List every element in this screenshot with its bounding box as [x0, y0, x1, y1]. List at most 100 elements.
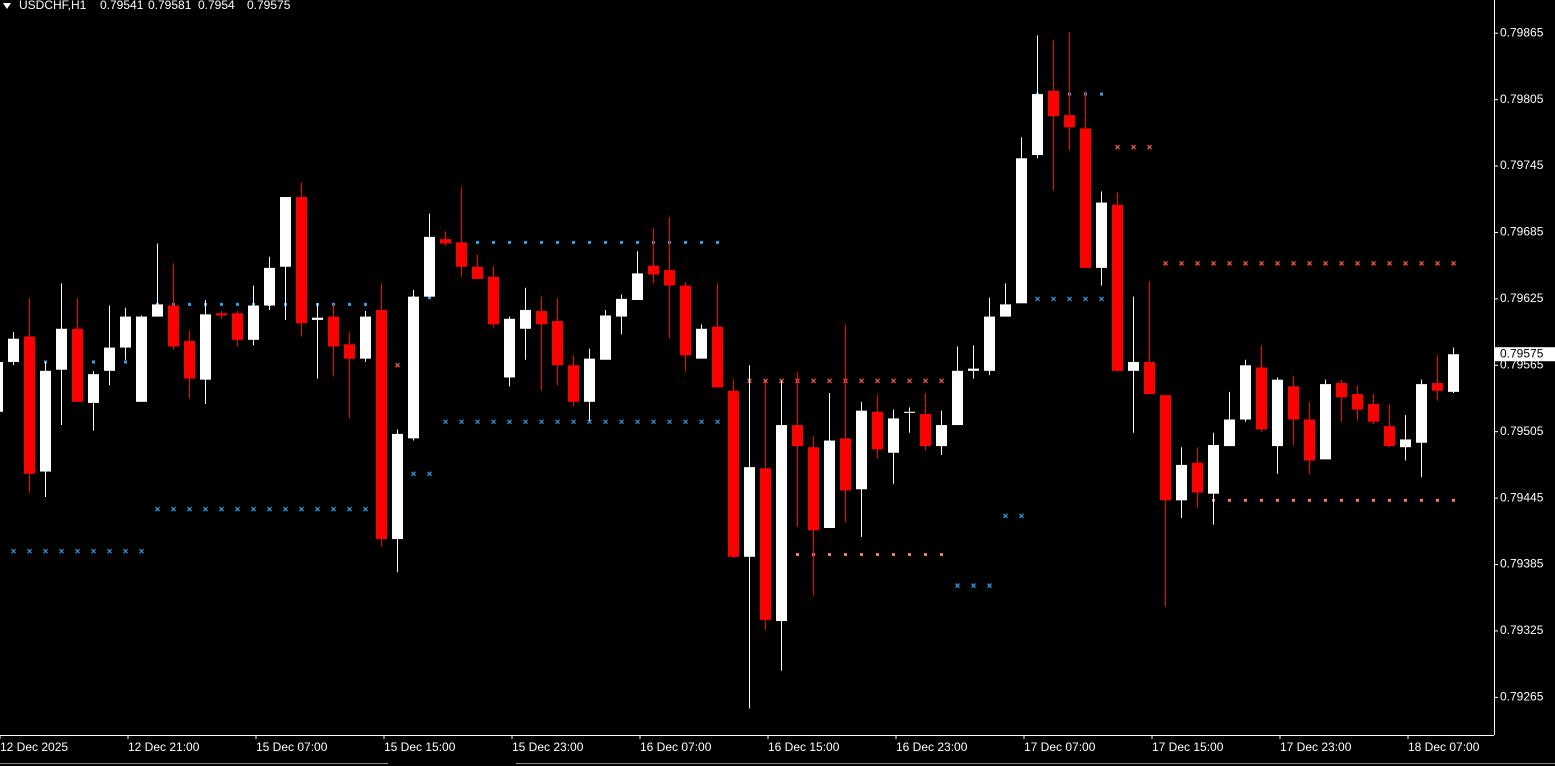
candle-body — [1032, 94, 1043, 155]
candle-body — [1432, 382, 1443, 391]
level-cross — [1019, 513, 1024, 519]
x-tick-label: 16 Dec 07:00 — [640, 740, 712, 754]
candle-body — [760, 468, 771, 620]
level-cross — [331, 506, 336, 512]
candle-body — [1416, 384, 1427, 443]
level-cross — [1435, 261, 1440, 266]
level-dot — [92, 360, 95, 364]
candle-body — [872, 411, 883, 450]
level-cross — [859, 378, 864, 384]
level-cross — [763, 378, 768, 384]
level-cross — [1291, 261, 1296, 266]
y-tick-label: 0.79445 — [1500, 490, 1544, 504]
level-cross — [315, 506, 320, 512]
level-cross — [171, 506, 176, 512]
y-tick-label: 0.79685 — [1500, 225, 1544, 239]
candle-body — [744, 467, 755, 557]
x-tick-label: 16 Dec 15:00 — [768, 740, 840, 754]
level-cross — [107, 548, 112, 554]
level-dot — [1372, 498, 1375, 502]
level-cross — [1067, 296, 1072, 302]
candle-body — [1064, 115, 1075, 128]
level-dot — [428, 296, 431, 300]
level-dot — [588, 240, 591, 244]
candle-body — [536, 311, 547, 325]
level-dot — [556, 240, 559, 244]
level-cross — [1211, 261, 1216, 266]
level-cross — [1323, 261, 1328, 266]
level-cross — [1179, 261, 1184, 266]
x-tick-label: 15 Dec 07:00 — [256, 740, 328, 754]
level-cross — [779, 378, 784, 384]
candle-body — [136, 316, 147, 402]
level-dot — [604, 240, 607, 244]
x-tick-label: 17 Dec 15:00 — [1152, 740, 1224, 754]
candle-body — [1256, 367, 1267, 430]
level-cross — [363, 506, 368, 512]
symbol-menu-icon[interactable] — [3, 3, 11, 9]
level-cross — [683, 419, 688, 425]
y-tick-label: 0.79385 — [1500, 557, 1544, 571]
candle-body — [808, 447, 819, 531]
candle-body — [1080, 128, 1091, 268]
candle-body — [568, 365, 579, 402]
candle-body — [200, 314, 211, 380]
candle-body — [632, 273, 643, 300]
level-dot — [940, 553, 943, 557]
y-tick-label: 0.79625 — [1500, 291, 1544, 305]
level-cross — [491, 419, 496, 425]
candle-body — [88, 374, 99, 403]
candle-body — [616, 298, 627, 317]
level-dot — [860, 553, 863, 557]
level-cross — [1355, 261, 1360, 266]
candle-body — [456, 242, 467, 267]
candle-body — [664, 270, 675, 286]
header-low: 0.7954 — [198, 0, 235, 12]
candle-body — [152, 304, 163, 317]
candle-body — [1320, 384, 1331, 460]
candle-body — [440, 239, 451, 244]
level-cross — [395, 362, 400, 368]
candle-body — [488, 276, 499, 325]
x-tick-label: 16 Dec 23:00 — [896, 740, 968, 754]
candle-body — [728, 390, 739, 557]
candle-body — [1000, 304, 1011, 317]
level-dot — [1228, 498, 1231, 502]
candle-body — [984, 316, 995, 371]
candle-body — [776, 425, 787, 621]
candle-body — [1304, 419, 1315, 461]
current-price-label: 0.79575 — [1500, 346, 1544, 360]
x-tick-label: 12 Dec 21:00 — [128, 740, 200, 754]
candle-body — [168, 305, 179, 347]
candle-body — [792, 425, 803, 447]
candle-body — [520, 309, 531, 329]
level-cross — [715, 419, 720, 425]
candle-body — [216, 313, 227, 316]
level-cross — [299, 506, 304, 512]
level-dot — [188, 302, 191, 306]
candle-body — [1288, 386, 1299, 420]
candle-body — [1144, 361, 1155, 395]
level-cross — [475, 419, 480, 425]
level-dot — [572, 240, 575, 244]
header-high: 0.79581 — [148, 0, 192, 12]
level-cross — [43, 548, 48, 554]
level-cross — [555, 419, 560, 425]
candle-body — [392, 433, 403, 540]
level-dot — [1388, 498, 1391, 502]
level-cross — [875, 378, 880, 384]
level-dot — [828, 553, 831, 557]
candle-body — [8, 338, 19, 362]
level-dot — [540, 240, 543, 244]
level-cross — [1307, 261, 1312, 266]
candle-body — [824, 440, 835, 529]
candle-body — [1096, 202, 1107, 268]
level-dot — [1436, 498, 1439, 502]
candle-body — [1016, 158, 1027, 304]
level-cross — [1195, 261, 1200, 266]
candle-body — [1400, 439, 1411, 448]
level-cross — [1259, 261, 1264, 266]
